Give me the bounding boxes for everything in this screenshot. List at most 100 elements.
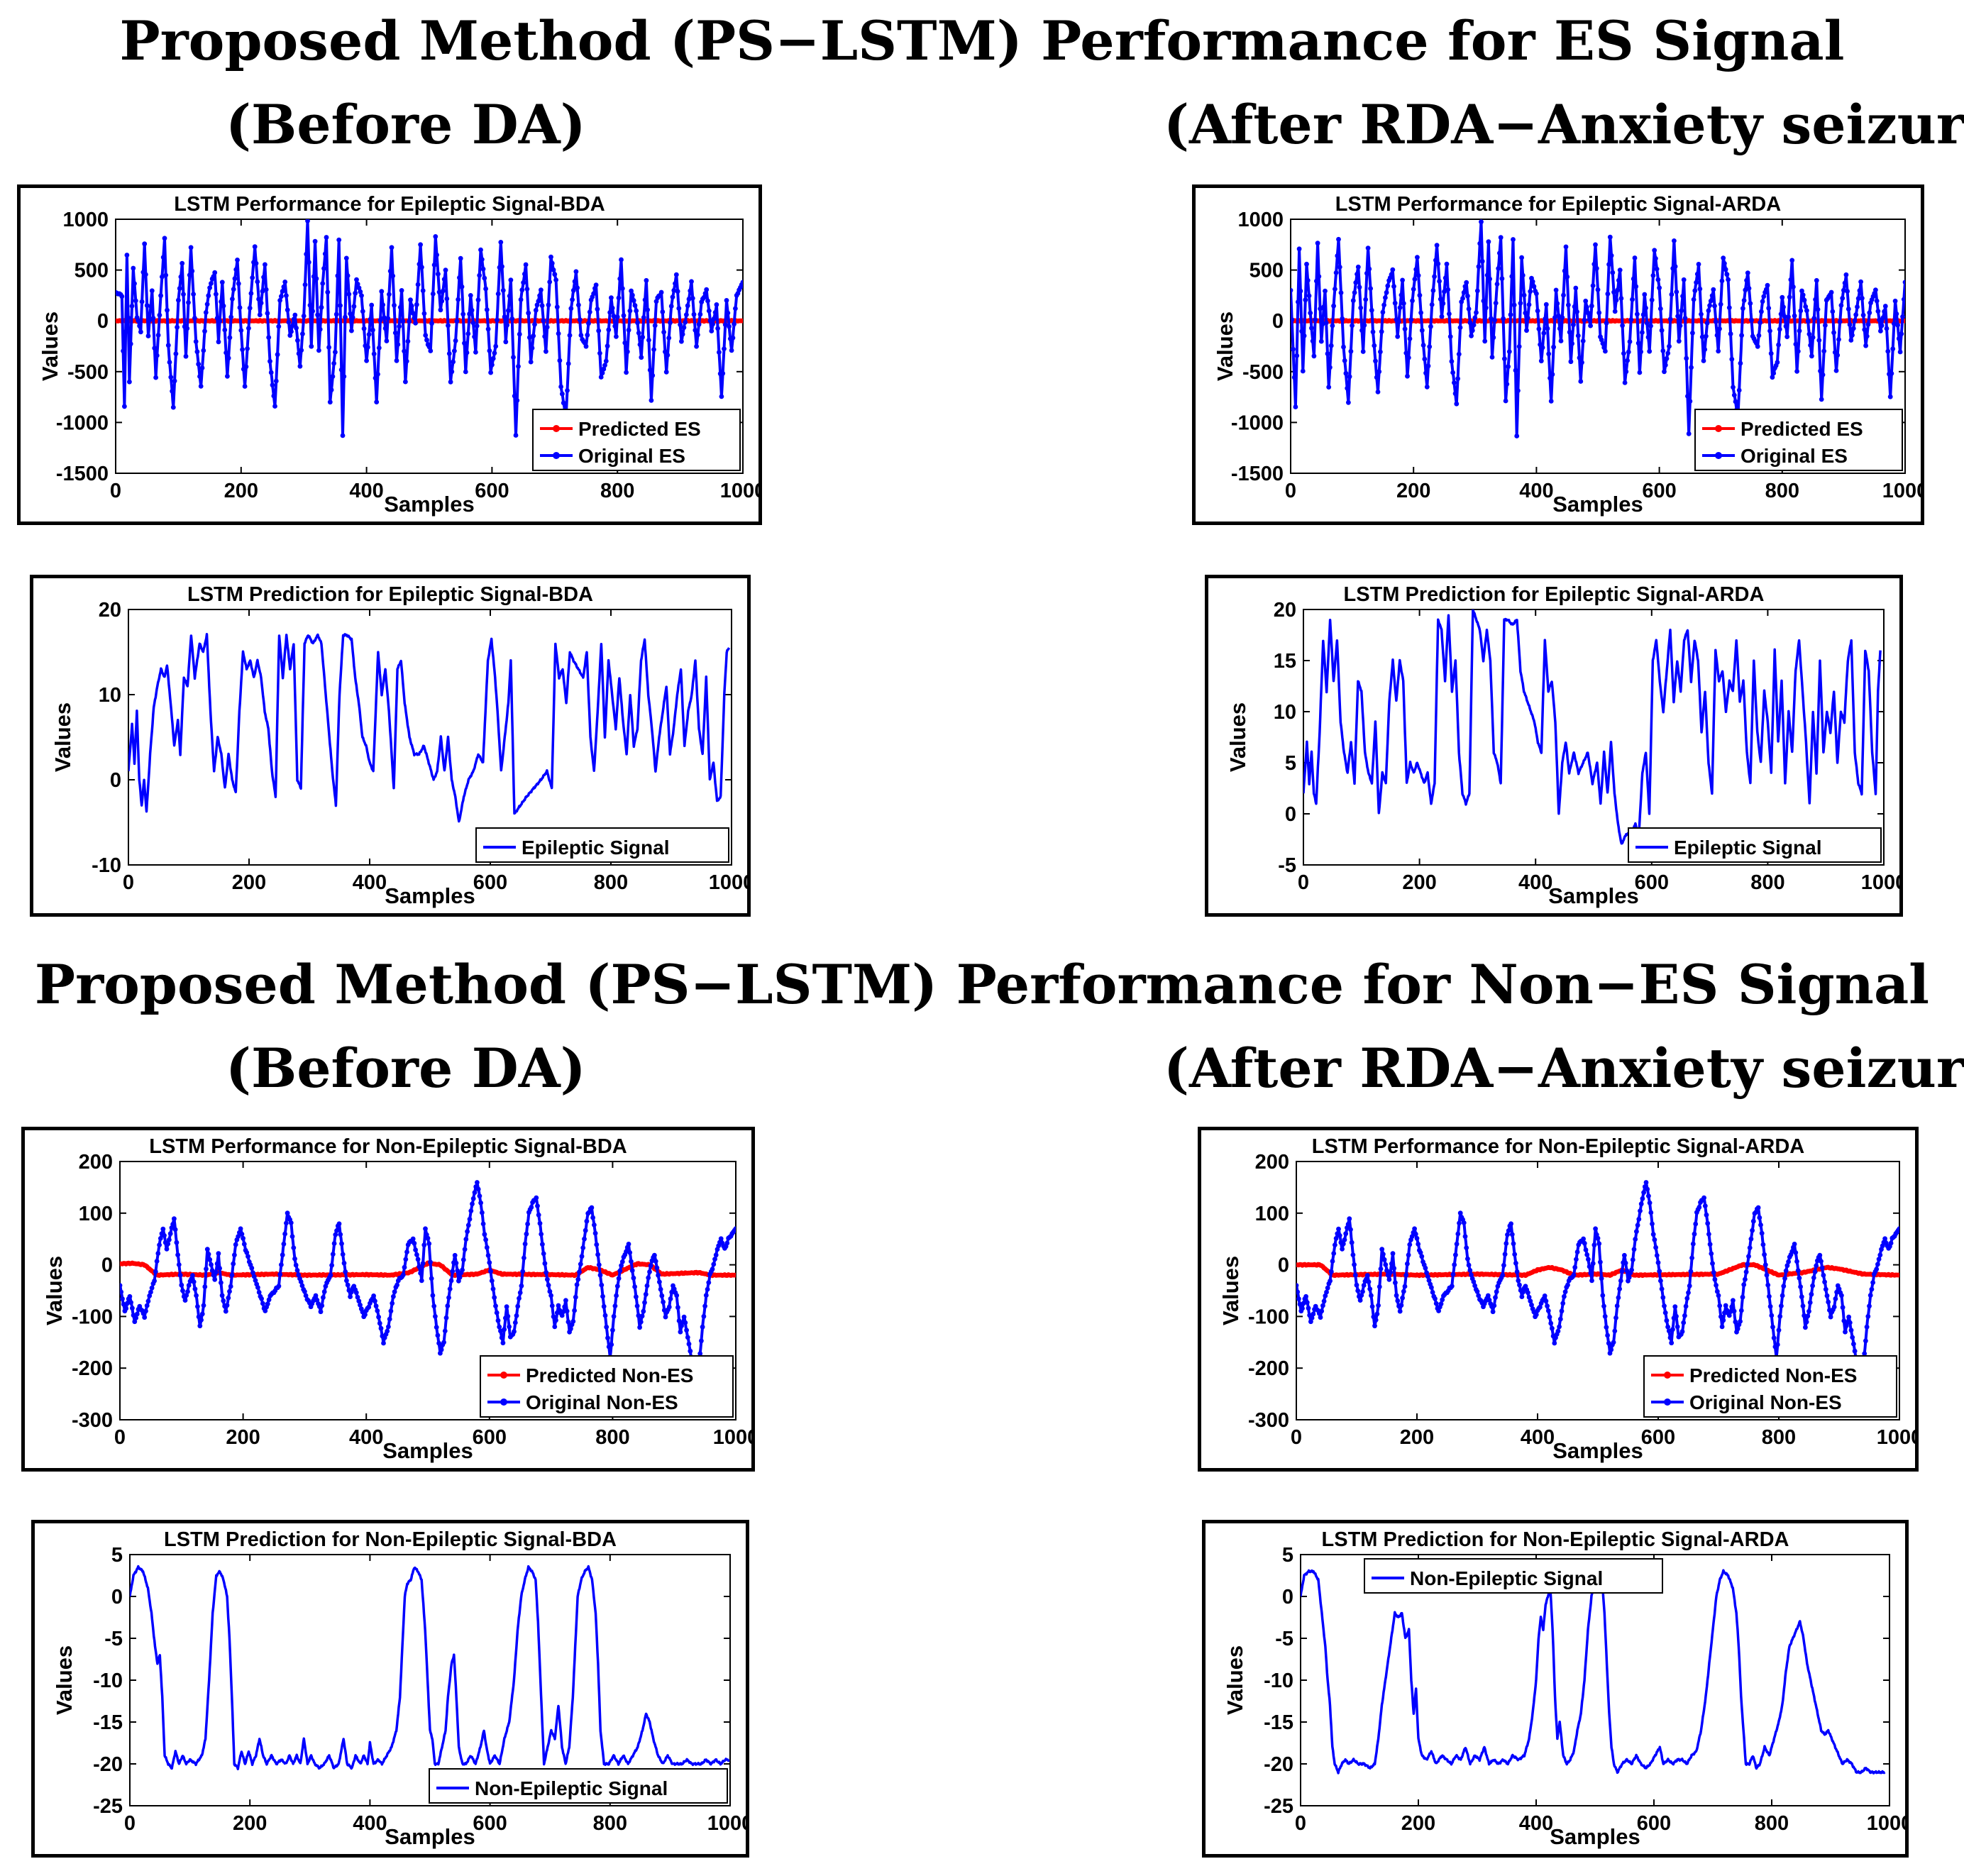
data-point (304, 251, 309, 257)
data-point (327, 399, 333, 405)
data-point (1545, 1308, 1551, 1313)
data-point (425, 1235, 431, 1241)
data-point (1787, 294, 1792, 300)
data-point (250, 275, 255, 280)
data-point (1497, 250, 1502, 256)
data-point (178, 274, 184, 280)
data-point (718, 1236, 724, 1242)
data-point (1465, 1256, 1470, 1262)
data-point (197, 1323, 203, 1329)
data-point (359, 293, 364, 298)
data-point (1535, 308, 1540, 314)
data-point (1319, 1308, 1325, 1314)
data-point (1368, 286, 1373, 291)
data-point (717, 350, 722, 355)
data-point (1699, 334, 1705, 340)
data-point (1679, 1329, 1685, 1335)
data-point (619, 257, 624, 263)
data-point (1863, 1338, 1868, 1344)
data-point (1806, 1308, 1811, 1314)
data-point (174, 1240, 180, 1245)
data-point (345, 273, 351, 278)
data-point (1588, 1271, 1594, 1276)
data-point (123, 1306, 129, 1311)
data-point (127, 1293, 133, 1299)
data-point (1590, 1261, 1596, 1267)
data-point (1746, 1254, 1751, 1259)
data-point (322, 251, 328, 257)
data-point (165, 1241, 171, 1247)
data-point (356, 285, 362, 291)
data-point (643, 1291, 649, 1297)
data-point (1765, 1282, 1771, 1288)
data-point (605, 1335, 610, 1341)
data-point (1726, 277, 1731, 282)
data-point (1378, 349, 1383, 355)
data-point (1471, 322, 1477, 328)
legend-box (429, 1768, 728, 1804)
data-point (498, 240, 504, 245)
data-point (542, 1261, 548, 1267)
data-point (542, 333, 548, 339)
data-point (1667, 1335, 1673, 1340)
data-point (1815, 307, 1821, 312)
data-point (1733, 399, 1738, 404)
data-point (1337, 265, 1342, 270)
data-point (288, 1220, 294, 1225)
data-point (138, 329, 143, 335)
data-point (507, 293, 512, 299)
data-point (475, 1186, 481, 1192)
data-point (1731, 1298, 1736, 1303)
data-point (1559, 1308, 1565, 1314)
data-point (419, 1278, 424, 1284)
data-point (390, 273, 396, 279)
data-point (1315, 241, 1320, 246)
data-point (1595, 287, 1601, 292)
data-point (1688, 1269, 1694, 1274)
data-point (1642, 292, 1648, 297)
data-point (670, 294, 675, 299)
data-point (646, 1275, 651, 1281)
data-point (1352, 1272, 1358, 1278)
data-point (199, 1311, 205, 1317)
data-point (421, 1242, 427, 1248)
data-point (431, 263, 437, 267)
data-point (1561, 292, 1566, 298)
data-point (1802, 297, 1807, 303)
data-point (663, 1314, 668, 1320)
data-point (1762, 1262, 1768, 1267)
data-point (552, 1324, 558, 1330)
data-point (459, 284, 465, 289)
data-point (1780, 294, 1785, 300)
data-point (1867, 310, 1872, 316)
x-tick-label: 800 (1750, 871, 1784, 894)
data-point (508, 277, 514, 283)
data-point (1895, 322, 1900, 328)
data-point (349, 1289, 354, 1295)
data-point (640, 334, 645, 340)
data-point (388, 1308, 394, 1314)
data-point (1490, 1309, 1496, 1315)
data-point (1511, 1241, 1516, 1247)
series-markers (1291, 219, 1905, 438)
data-point (1664, 1318, 1670, 1323)
data-point (1764, 1272, 1770, 1278)
data-point (1512, 1252, 1518, 1257)
data-point (472, 334, 477, 339)
data-point (1630, 297, 1635, 302)
data-point (1419, 328, 1425, 333)
data-point (494, 1310, 500, 1315)
data-point (163, 272, 169, 278)
data-point (600, 1293, 605, 1299)
data-point (301, 314, 307, 319)
data-point (1296, 299, 1301, 304)
data-point (255, 1285, 260, 1290)
data-point (488, 1269, 493, 1274)
data-point (609, 295, 614, 300)
data-point (668, 1296, 673, 1301)
data-point (1756, 333, 1762, 338)
data-point (1879, 323, 1885, 329)
data-point (1684, 355, 1689, 361)
data-point (321, 1289, 327, 1294)
data-point (1596, 310, 1602, 316)
